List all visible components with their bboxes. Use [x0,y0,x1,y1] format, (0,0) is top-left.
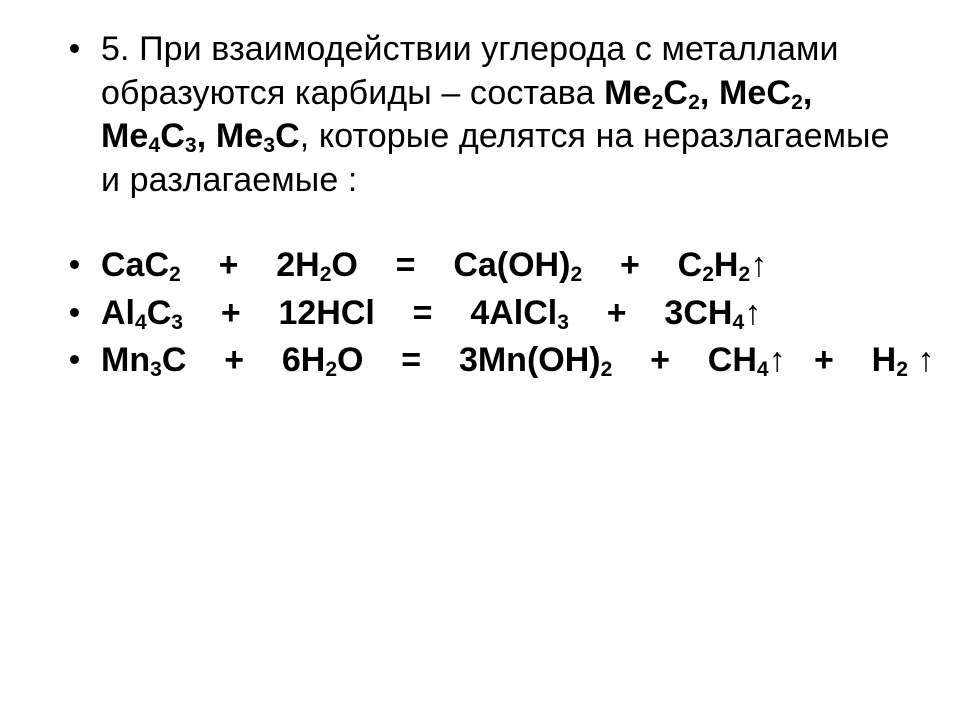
eq-cac2-text: CaC2 + 2H2O = Ca(OH)2 + C2H2↑ [101,244,767,288]
eq-cac2: CaC2 + 2H2O = Ca(OH)2 + C2H2↑ [70,244,900,288]
up-arrow-icon: ↑ [917,341,934,379]
spacer [70,206,900,244]
equations-list: CaC2 + 2H2O = Ca(OH)2 + C2H2↑Al4C3 + 12H… [70,244,900,383]
bullet-dot-icon [70,260,79,269]
bullet-dot-icon [70,44,79,53]
bullet-dot-icon [70,308,79,317]
eq-mn3c-text: Mn3C + 6H2O = 3Mn(OH)2 + CH4↑ + H2 ↑ [101,339,934,383]
up-arrow-icon: ↑ [744,294,761,332]
intro-text: 5. При взаимодействии углерода с металла… [101,28,900,202]
up-arrow-icon: ↑ [769,341,786,379]
eq-al4c3-text: Al4C3 + 12HCl = 4AlCl3 + 3CH4↑ [101,292,761,336]
eq-mn3c: Mn3C + 6H2O = 3Mn(OH)2 + CH4↑ + H2 ↑ [70,339,900,383]
bullet-dot-icon [70,355,79,364]
eq-al4c3: Al4C3 + 12HCl = 4AlCl3 + 3CH4↑ [70,292,900,336]
slide: 5. При взаимодействии углерода с металла… [0,0,960,720]
intro-bullet: 5. При взаимодействии углерода с металла… [70,28,900,202]
up-arrow-icon: ↑ [750,246,767,284]
